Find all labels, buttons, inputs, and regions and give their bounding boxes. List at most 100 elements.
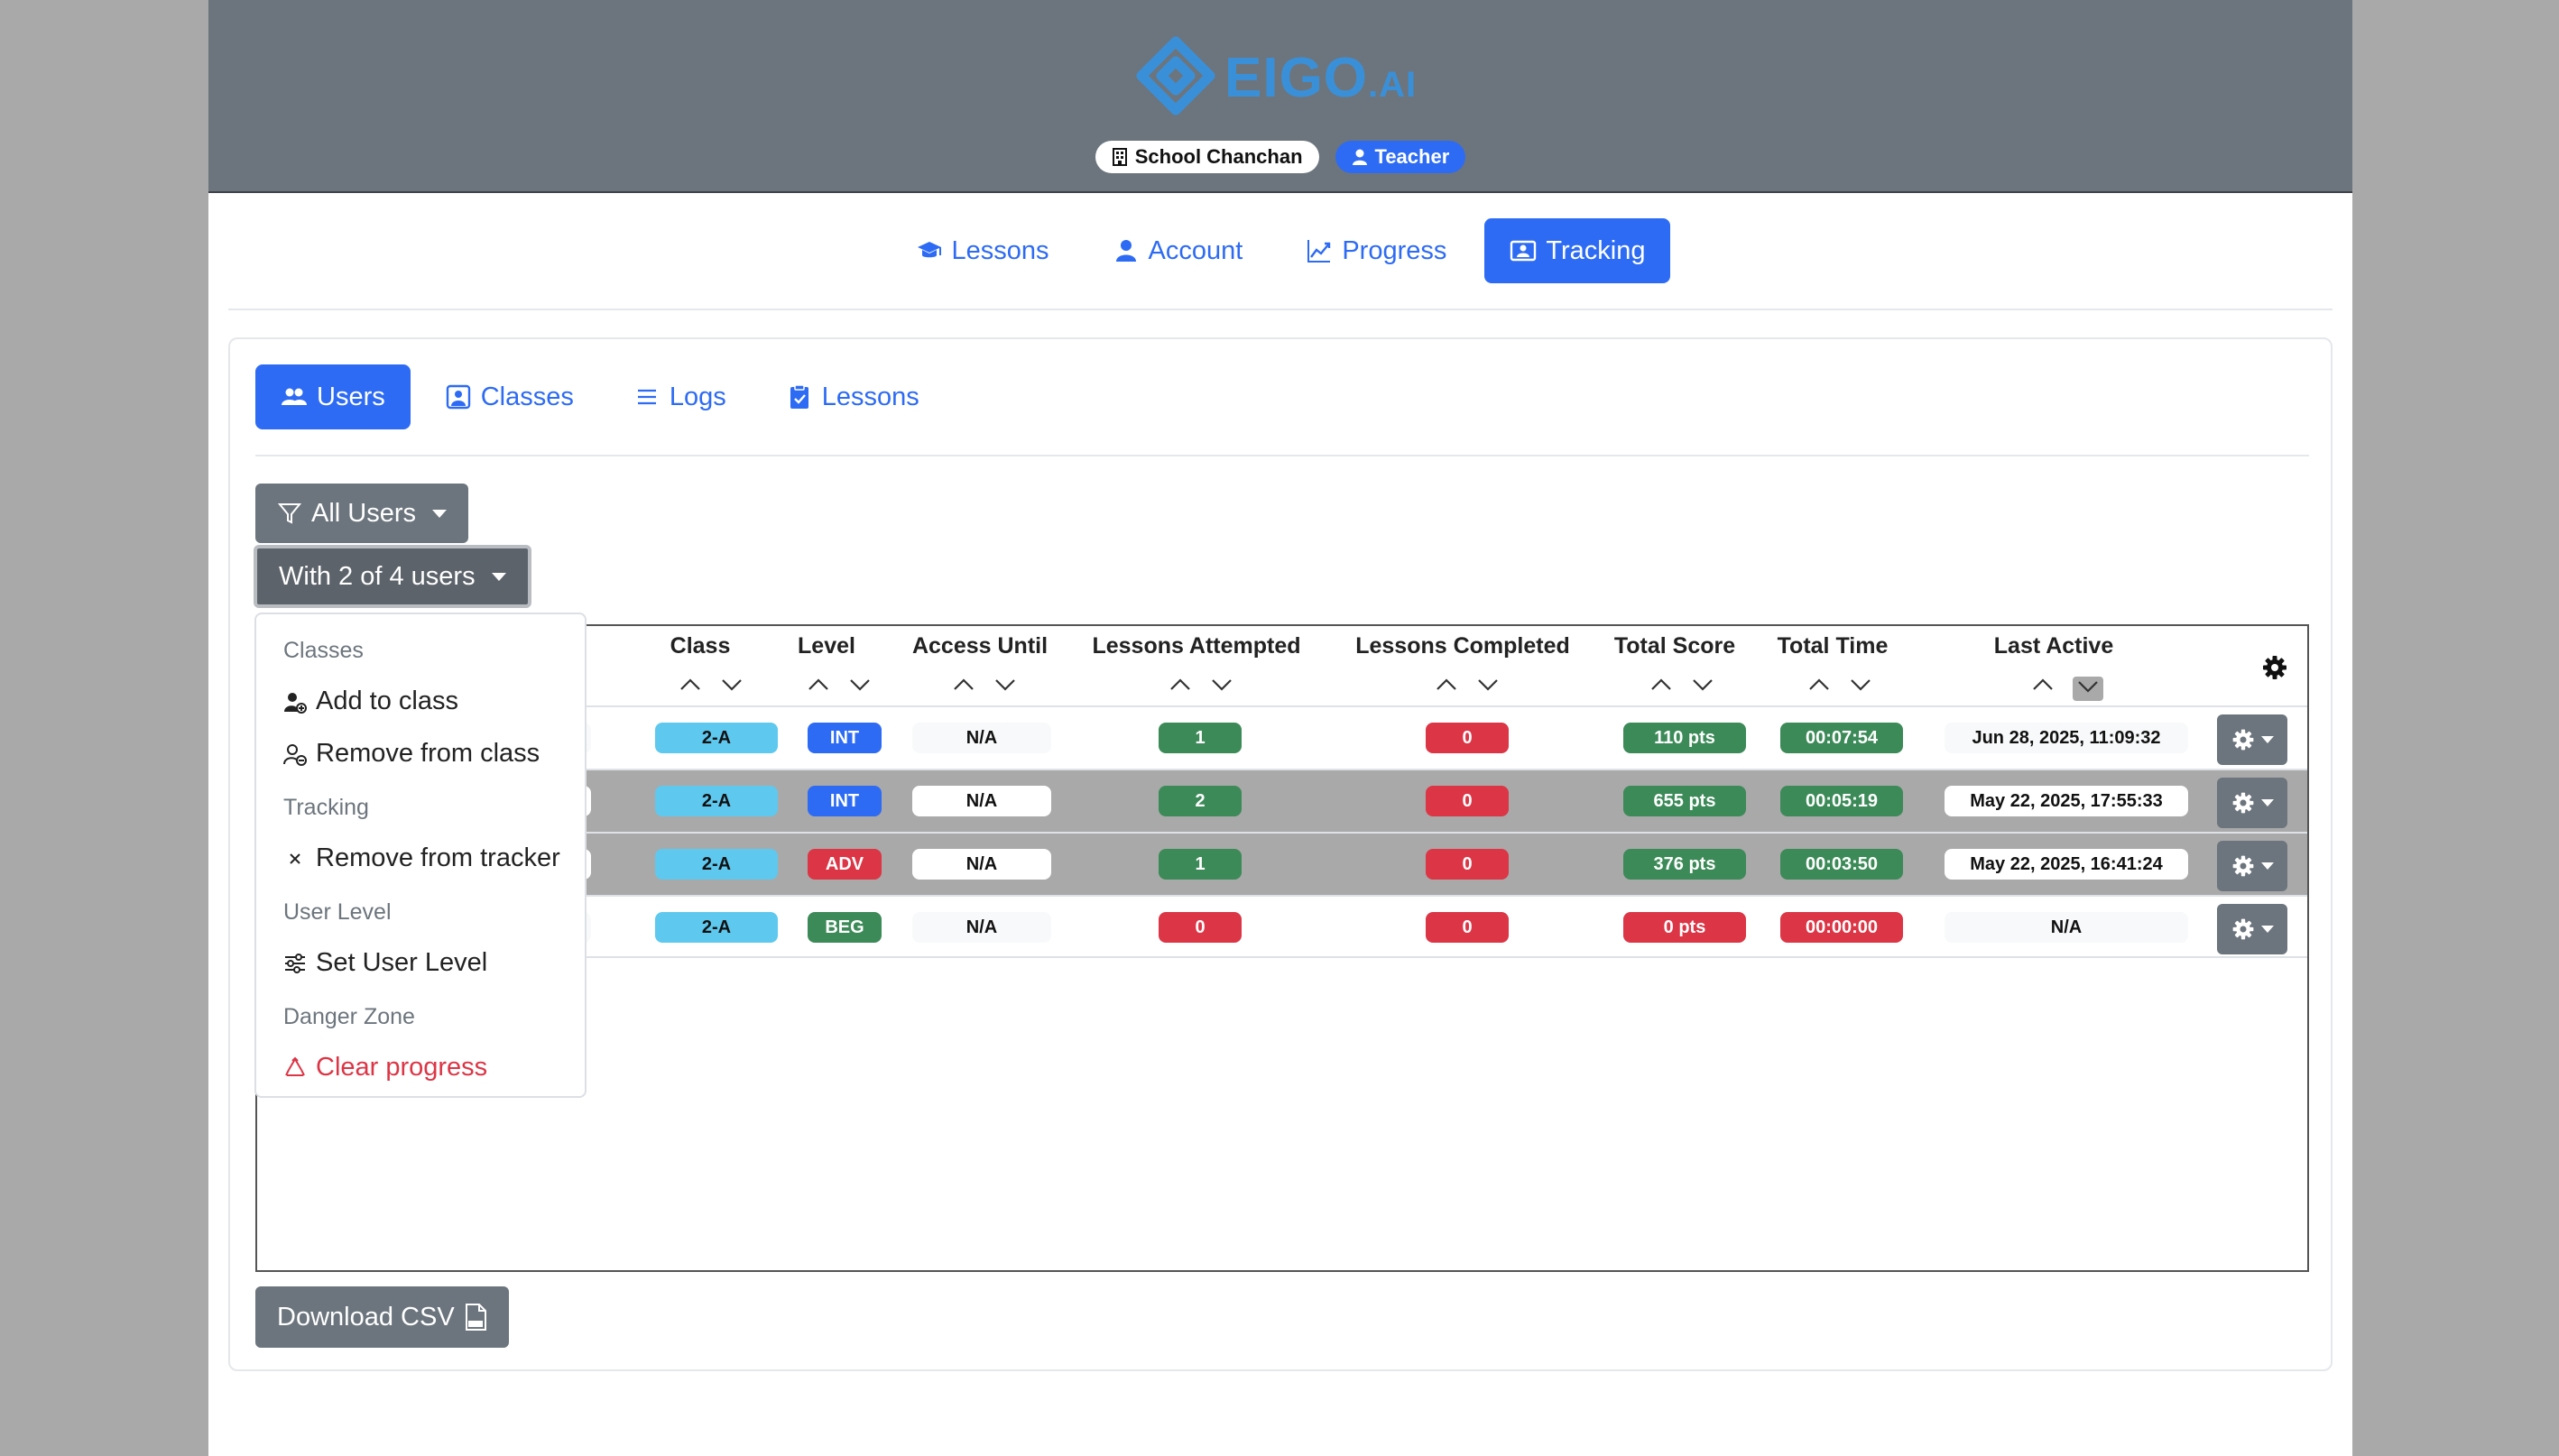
sort-up-icon[interactable] [1169,677,1192,693]
sort-down-icon[interactable] [720,677,744,693]
school-badge: School Chanchan [1095,141,1319,173]
level-pill: INT [808,723,882,753]
person-remove-icon [283,743,307,766]
sort-up-icon[interactable] [1649,677,1673,693]
set-user-level-label: Set User Level [316,948,488,977]
sort-up-icon[interactable] [679,677,702,693]
sort-up-icon[interactable] [807,677,830,693]
divider [228,309,2333,310]
sort-down-icon [2078,681,2098,693]
total-score-pill: 376 pts [1623,849,1746,880]
tab-users[interactable]: Users [255,364,411,429]
column-header-lessons-completed[interactable]: Lessons Completed [1355,633,1570,659]
lessons-attempted-pill: 2 [1159,786,1242,816]
top-nav-account[interactable]: Account [1087,218,1269,283]
remove-from-class-label: Remove from class [316,739,540,768]
access-until-pill: N/A [912,912,1051,943]
column-header-class[interactable]: Class [670,633,731,659]
level-pill: ADV [808,849,882,880]
column-header-total-time[interactable]: Total Time [1777,633,1889,659]
column-header-level[interactable]: Level [798,633,855,659]
role-name: Teacher [1374,145,1450,168]
sort-controls-access-until [952,677,1017,693]
class-pill: 2-A [655,849,778,880]
sort-up-icon[interactable] [1807,677,1831,693]
caret-down-icon [2261,736,2274,743]
sort-controls-total-score [1649,677,1714,693]
gear-icon [2232,792,2254,814]
top-nav-progress[interactable]: Progress [1280,218,1472,283]
column-header-lessons-attempted[interactable]: Lessons Attempted [1092,633,1301,659]
row-actions-button[interactable] [2217,904,2287,954]
sort-down-icon[interactable] [993,677,1017,693]
file-csv-icon [465,1304,486,1331]
level-pill: BEG [808,912,882,943]
sort-down-icon[interactable] [1691,677,1714,693]
sort-down-active[interactable] [2073,677,2103,701]
tab-logs[interactable]: Logs [608,364,752,429]
lessons-attempted-pill: 0 [1159,912,1242,943]
lessons-attempted-pill: 1 [1159,849,1242,880]
menu-item-clear-progress[interactable]: Clear progress [283,1053,487,1083]
all-users-label: All Users [311,498,417,528]
sort-up-icon[interactable] [952,677,975,693]
sort-down-icon[interactable] [848,677,872,693]
bulk-actions-button[interactable]: With 2 of 4 users [254,545,531,608]
sort-controls-class [679,677,744,693]
menu-header-user-level: User Level [283,899,392,925]
total-time-pill: 00:03:50 [1780,849,1903,880]
last-active-pill: May 22, 2025, 16:41:24 [1945,849,2188,880]
menu-item-remove-from-tracker[interactable]: Remove from tracker [283,843,560,873]
all-users-filter-button[interactable]: All Users [255,484,469,543]
eigo-logo[interactable]: EIGO.AI [1134,32,1417,123]
row-actions-button[interactable] [2217,714,2287,765]
column-header-access-until[interactable]: Access Until [911,633,1049,659]
graduation-cap-icon [917,242,941,258]
top-nav-lessons[interactable]: Lessons [891,218,1075,283]
download-csv-button[interactable]: Download CSV [255,1286,509,1348]
sort-down-icon[interactable] [1210,677,1233,693]
gear-icon [2232,918,2254,940]
tab-classes[interactable]: Classes [420,364,599,429]
table-row[interactable]: 2-A INT N/A 1 0 110 pts 00:07:54 Jun 28,… [257,705,2307,769]
table-row[interactable]: 2-A BEG N/A 0 0 0 pts 00:00:00 N/A [257,895,2307,958]
total-time-pill: 00:00:00 [1780,912,1903,943]
menu-header-tracking: Tracking [283,795,369,820]
user-badges: School Chanchan Teacher [208,141,2352,173]
last-active-pill: N/A [1945,912,2188,943]
lessons-completed-pill: 0 [1426,786,1509,816]
lessons-completed-pill: 0 [1426,849,1509,880]
role-badge: Teacher [1335,141,1466,173]
column-header-last-active[interactable]: Last Active [1993,633,2114,659]
sort-down-icon[interactable] [1849,677,1872,693]
sort-up-icon[interactable] [2031,677,2055,693]
add-to-class-label: Add to class [316,687,458,715]
row-actions-button[interactable] [2217,841,2287,891]
sort-up-icon[interactable] [1435,677,1458,693]
people-icon [282,388,307,405]
menu-item-remove-from-class[interactable]: Remove from class [283,739,540,769]
top-nav-tracking[interactable]: Tracking [1484,218,1671,283]
tab-lessons[interactable]: Lessons [761,364,945,429]
remove-from-tracker-label: Remove from tracker [316,843,560,872]
person-icon [1352,149,1367,165]
sort-down-icon[interactable] [1476,677,1500,693]
page: EIGO.AI School Chanchan Teacher Lessons … [208,0,2352,1456]
person-square-icon [446,384,470,410]
lessons-attempted-pill: 1 [1159,723,1242,753]
caret-down-icon [491,572,506,581]
table-row[interactable]: 2-A ADV N/A 1 0 376 pts 00:03:50 May 22,… [257,832,2307,895]
person-icon [1115,240,1136,262]
caret-down-icon [2261,799,2274,806]
sliders-icon [285,953,305,973]
menu-item-add-to-class[interactable]: Add to class [283,687,458,716]
building-icon [1112,148,1127,166]
lessons-completed-pill: 0 [1426,723,1509,753]
class-pill: 2-A [655,786,778,816]
top-nav-account-label: Account [1148,235,1243,265]
menu-item-set-user-level[interactable]: Set User Level [283,948,487,978]
column-header-total-score[interactable]: Total Score [1613,633,1736,659]
row-actions-button[interactable] [2217,778,2287,828]
tab-classes-label: Classes [480,382,574,411]
table-settings-gear-icon[interactable] [2260,653,2289,682]
